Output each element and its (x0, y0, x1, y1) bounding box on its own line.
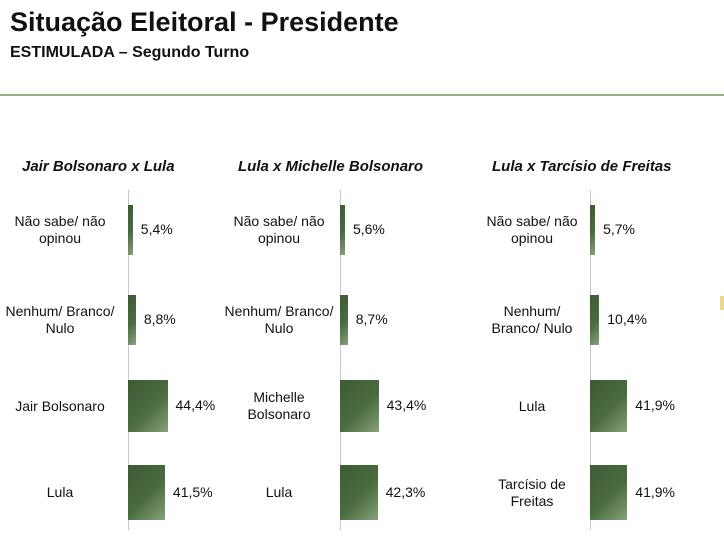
category-label: Nenhum/ Branco/ Nulo (5, 303, 115, 336)
bar (340, 465, 378, 520)
data-label: 5,4% (140, 221, 173, 237)
data-label: 5,6% (352, 221, 385, 237)
chart-panel-3: Lula x Tarcísio de Freitas Não sabe/ não… (470, 150, 710, 550)
data-label: 43,4% (386, 397, 427, 413)
bar (128, 205, 133, 255)
axis-line (590, 190, 591, 530)
page-title: Situação Eleitoral - Presidente (10, 7, 399, 37)
data-label: 41,9% (635, 483, 675, 500)
data-label: 5,7% (603, 221, 635, 237)
chart-title: Lula x Tarcísio de Freitas (492, 158, 672, 175)
category-label: Tarcísio de Freitas (498, 475, 566, 509)
bar (128, 295, 136, 345)
bar (590, 295, 600, 345)
page-subtitle: ESTIMULADA – Segundo Turno (10, 44, 250, 61)
bar (590, 465, 628, 520)
category-label: Nenhum/ Branco/ Nulo (224, 303, 334, 336)
category-label: Não sabe/ não opinou (486, 213, 578, 246)
bar (128, 465, 165, 520)
category-label: Não sabe/ não opinou (233, 213, 325, 246)
bar (590, 380, 628, 432)
chart-title: Lula x Michelle Bolsonaro (238, 158, 424, 175)
axis-line (128, 190, 129, 530)
edge-fragment (720, 296, 724, 310)
category-label: Lula (518, 397, 546, 414)
chart-panel-2: Lula x Michelle Bolsonaro Não sabe/ não … (220, 150, 460, 550)
data-label: 41,5% (172, 483, 213, 500)
data-label: 44,4% (175, 397, 216, 413)
chart-panel-1: Jair Bolsonaro x Lula Não sabe/ não opin… (0, 150, 240, 550)
bar (128, 380, 168, 432)
category-label: Não sabe/ não opinou (14, 213, 106, 246)
data-label: 42,3% (385, 483, 426, 500)
category-label: Lula (265, 484, 293, 500)
data-label: 8,8% (143, 311, 176, 327)
category-label: Jair Bolsonaro (15, 397, 105, 414)
data-label: 8,7% (355, 311, 388, 327)
header-divider (0, 94, 724, 96)
chart-title: Jair Bolsonaro x Lula (22, 158, 175, 175)
bar (340, 295, 348, 345)
category-label: Lula (46, 484, 74, 500)
bar (340, 380, 379, 432)
axis-line (340, 190, 341, 530)
bar (340, 205, 345, 255)
data-label: 10,4% (607, 311, 647, 327)
category-label: Nenhum/ Branco/ Nulo (491, 303, 573, 336)
bar (590, 205, 596, 255)
category-label: Michelle Bolsonaro (247, 389, 311, 422)
data-label: 41,9% (635, 397, 675, 413)
